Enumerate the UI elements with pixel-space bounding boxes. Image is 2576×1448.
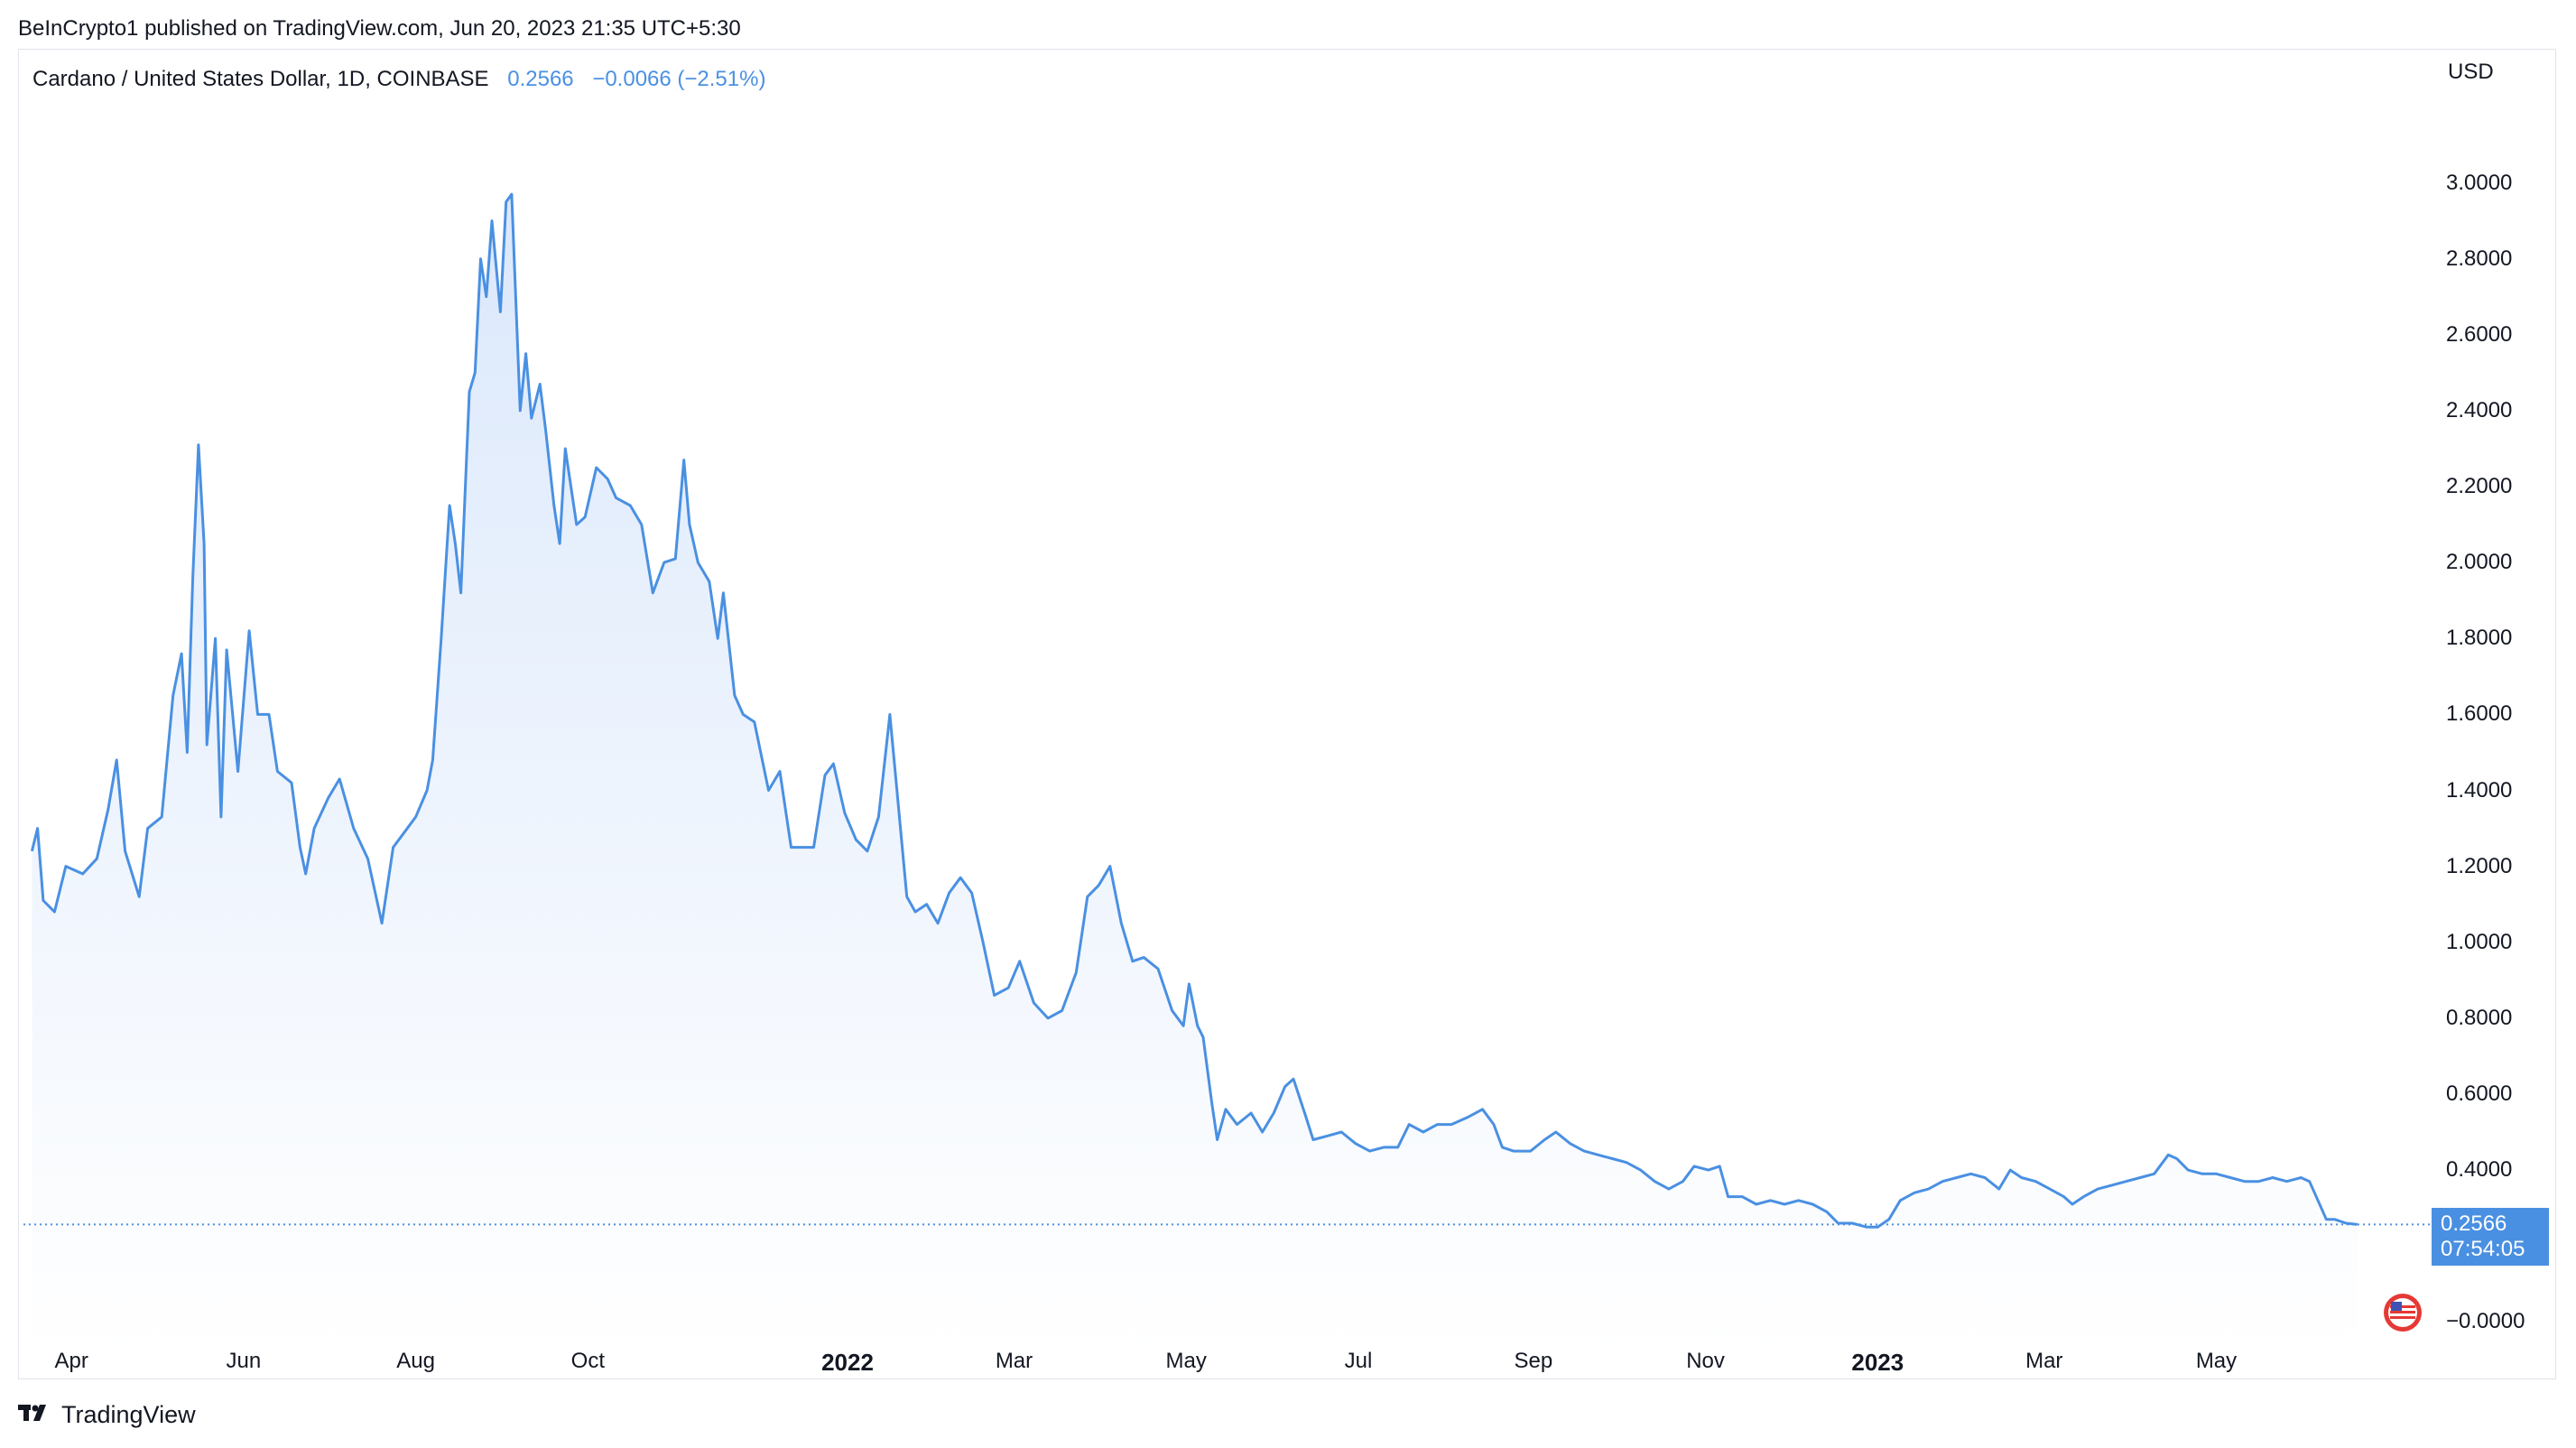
x-tick-label: May [1165, 1349, 1207, 1373]
y-tick-label: 2.8000 [2446, 246, 2513, 271]
y-tick-label: 0.4000 [2446, 1157, 2513, 1183]
currency-label[interactable]: USD [2448, 60, 2494, 84]
x-tick-label: Apr [54, 1349, 88, 1373]
y-tick-label: 0.8000 [2446, 1005, 2513, 1030]
x-tick-label: Jul [1344, 1349, 1373, 1373]
x-tick-label: Mar [995, 1349, 1033, 1373]
y-tick-label: 3.0000 [2446, 170, 2513, 195]
x-tick-label: 2022 [821, 1349, 874, 1376]
y-tick-label: 1.4000 [2446, 777, 2513, 803]
bar-countdown: 07:54:05 [2441, 1237, 2525, 1261]
x-tick-label: Jun [226, 1349, 262, 1373]
x-tick-label: Nov [1686, 1349, 1725, 1373]
chart-frame [18, 49, 2556, 1379]
y-tick-label: 2.0000 [2446, 550, 2513, 575]
y-tick-label: 0.6000 [2446, 1081, 2513, 1106]
last-value: 0.2566 [507, 67, 574, 91]
x-tick-label: May [2195, 1349, 2238, 1373]
tradingview-brand[interactable]: TradingView [18, 1401, 196, 1429]
x-tick-label: Sep [1514, 1349, 1553, 1373]
price-area-fill [32, 194, 2358, 1353]
symbol-legend: Cardano / United States Dollar, 1D, COIN… [32, 67, 765, 92]
y-tick-label: −0.0000 [2446, 1309, 2525, 1334]
last-price-value: 0.2566 [2441, 1211, 2507, 1236]
y-tick-label: 1.2000 [2446, 853, 2513, 878]
publisher-line: BeInCrypto1 published on TradingView.com… [18, 16, 741, 41]
x-tick-label: Oct [570, 1349, 606, 1373]
y-tick-label: 2.4000 [2446, 397, 2513, 422]
price-series-line [30, 192, 2358, 1229]
tradingview-logo-icon [18, 1401, 54, 1429]
x-tick-label: Mar [2025, 1349, 2063, 1373]
y-tick-label: 1.8000 [2446, 626, 2513, 651]
symbol-title[interactable]: Cardano / United States Dollar, 1D, COIN… [32, 67, 489, 91]
brand-name: TradingView [61, 1401, 196, 1428]
price-change: −0.0066 (−2.51%) [592, 67, 766, 91]
y-tick-label: 1.6000 [2446, 701, 2513, 727]
y-tick-label: 1.0000 [2446, 929, 2513, 954]
x-tick-label: Aug [396, 1349, 435, 1373]
last-price-box: 0.2566 07:54:05 [2432, 1208, 2549, 1266]
x-tick-label: 2023 [1851, 1349, 1904, 1376]
y-tick-label: 2.6000 [2446, 321, 2513, 347]
y-tick-label: 2.2000 [2446, 474, 2513, 499]
us-flag-icon[interactable] [2383, 1293, 2423, 1332]
